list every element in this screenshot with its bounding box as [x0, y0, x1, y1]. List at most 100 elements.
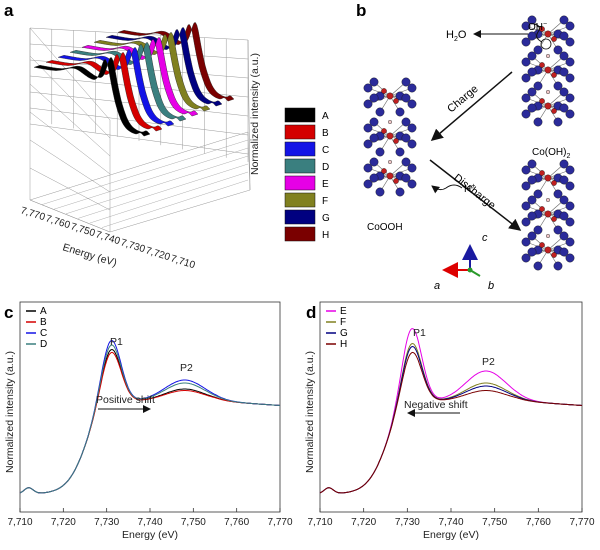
co-atom	[527, 103, 537, 113]
co-atom	[521, 181, 531, 191]
co-atom	[395, 107, 405, 117]
coh2-label: Co(OH)2	[532, 147, 570, 160]
panel-d-p2-label: P2	[482, 356, 495, 368]
co-atom	[553, 225, 563, 235]
co-atom	[559, 231, 569, 241]
co-atom	[565, 109, 575, 119]
axis-triad: a c b	[434, 232, 494, 292]
co-atom	[565, 253, 575, 263]
x-tick-label: 7,740	[94, 229, 122, 247]
x-tick-label: 7,730	[94, 517, 119, 528]
co-atom	[565, 93, 575, 103]
floor-grid-line	[41, 139, 249, 205]
o-atom	[393, 178, 399, 184]
co-atom	[369, 173, 379, 183]
co-atom	[527, 159, 537, 169]
co-atom	[565, 237, 575, 247]
right-edge	[247, 39, 251, 191]
legend-swatch-H	[284, 226, 316, 242]
legend-swatch-F	[284, 192, 316, 208]
x-tick-label: 7,740	[438, 517, 463, 528]
co-atom	[369, 77, 379, 87]
co-atom	[527, 231, 537, 241]
left-grid-line	[29, 167, 111, 211]
ribbon-C	[57, 47, 175, 127]
o-atom	[544, 66, 552, 74]
legend-label-G: G	[322, 213, 330, 224]
x-tick-label: 7,740	[137, 517, 162, 528]
series-line-F	[319, 342, 583, 494]
series-line-C	[19, 339, 281, 494]
co-atom	[559, 51, 569, 61]
panel-c-x-ticks: 7,710 7,720 7,730 7,740 7,750 7,760 7,770	[7, 508, 293, 528]
o-atom	[386, 92, 394, 100]
co-atom	[553, 81, 563, 91]
cooh-label: CoOOH	[367, 222, 403, 233]
left-grid-line	[29, 111, 111, 175]
co-atom	[363, 179, 373, 189]
co-atom	[559, 67, 569, 77]
panel-d-label: d	[306, 303, 316, 322]
x-tick-label: 7,750	[482, 517, 507, 528]
o-atom	[539, 62, 545, 68]
co-atom	[521, 37, 531, 47]
co-atom	[559, 159, 569, 169]
co-atom	[533, 225, 543, 235]
co-atom	[521, 21, 531, 31]
panel-d-x-axis-label: Energy (eV)	[423, 529, 479, 541]
co-atom	[559, 175, 569, 185]
panel-a-ribbons	[33, 22, 235, 137]
discharge-label: Discharge	[451, 172, 497, 212]
o-atom	[551, 36, 557, 42]
legend-swatch-D	[284, 158, 316, 174]
o-atom	[544, 246, 552, 254]
panel-d: d 7,710 7,720 7,730 7,740 7,750 7,760 7,770 EF…	[304, 301, 595, 541]
legend-swatch-G	[284, 209, 316, 225]
co-atom	[407, 123, 417, 133]
axis-b-label: b	[488, 280, 494, 292]
legend-label-C: C	[322, 145, 329, 156]
x-tick-label: 7,720	[351, 517, 376, 528]
x-tick-label: 7,710	[169, 253, 197, 271]
co-atom	[407, 179, 417, 189]
co-atom	[565, 217, 575, 227]
co-atom	[533, 261, 543, 271]
x-tick-label: 7,710	[7, 517, 32, 528]
co-atom	[565, 73, 575, 83]
co-atom	[363, 139, 373, 149]
panel-d-series	[319, 328, 583, 494]
panel-d-y-axis-label: Normalized intensity (a.u.)	[304, 351, 316, 473]
series-line-D	[19, 344, 281, 494]
co-atom	[559, 211, 569, 221]
o-atom	[381, 168, 387, 174]
co-atom	[527, 195, 537, 205]
back-grid-line	[29, 91, 249, 117]
o-atom	[393, 138, 399, 144]
co-atom	[401, 77, 411, 87]
co-atom	[401, 133, 411, 143]
floor-grid-line	[65, 155, 249, 214]
panel-a-z-axis-label: Normalized intensity (a.u.)	[249, 53, 261, 175]
x-tick-label: 7,770	[267, 517, 292, 528]
panel-d-x-ticks: 7,710 7,720 7,730 7,740 7,750 7,760 7,770	[307, 508, 595, 528]
o-atom	[544, 174, 552, 182]
panel-b: b Charge Discharge H2O OH−	[356, 1, 575, 292]
legend-label-F: F	[322, 196, 328, 207]
floor-grid-line	[89, 171, 249, 224]
co-atom	[401, 93, 411, 103]
co-atom	[407, 163, 417, 173]
co-atom	[527, 15, 537, 25]
co-atom	[527, 175, 537, 185]
o-atom	[551, 72, 557, 78]
o-atom	[386, 132, 394, 140]
floor-grid-line	[77, 163, 249, 219]
panel-d-shift-label: Negative shift	[404, 399, 468, 411]
series-line-H	[319, 351, 583, 494]
co-atom	[375, 187, 385, 197]
co-atom	[521, 73, 531, 83]
panel-c-shift-label: Positive shift	[96, 394, 155, 406]
x-tick-label: 7,730	[119, 237, 147, 255]
